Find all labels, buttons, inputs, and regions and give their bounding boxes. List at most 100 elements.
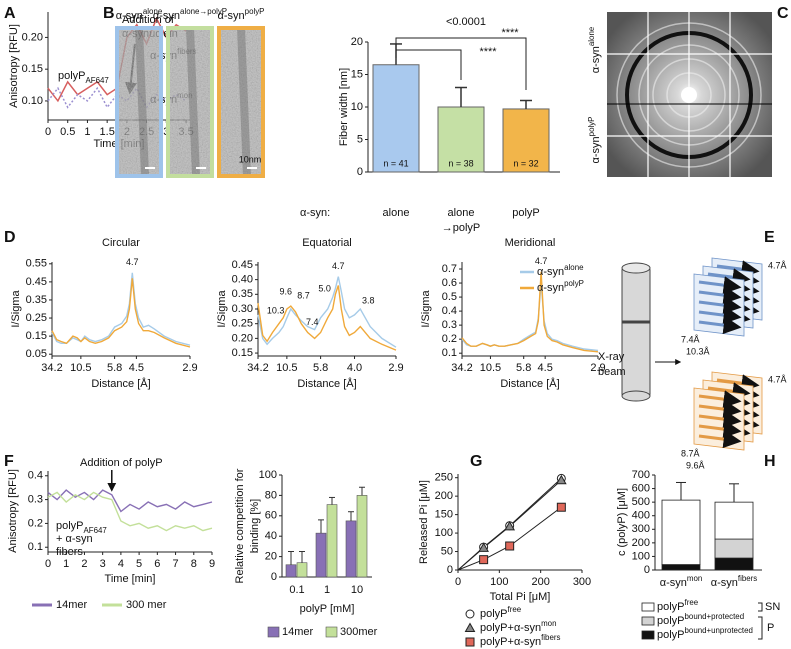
x-axis-label: polyP [mM] [300, 603, 355, 615]
spacing-label: 8.7Å [681, 448, 700, 458]
chart-title: Equatorial [302, 237, 352, 249]
supscript: alone [143, 7, 163, 16]
y-tick-label: 0.4 [442, 305, 457, 317]
text-part: α-syn [711, 577, 738, 589]
x-tick-label: 1 [84, 126, 90, 138]
annotation: polyPAF647 [56, 520, 107, 535]
em-label: α-synpolyP [218, 7, 265, 22]
x-tick-label: 5.8 [313, 362, 328, 374]
x-tick-label: 3 [100, 558, 106, 570]
legend-label: 300mer [340, 626, 378, 638]
y-tick-label: 0.1 [28, 541, 43, 553]
y-tick-label: 100 [259, 469, 277, 481]
n-label: n = 41 [383, 158, 408, 168]
text-part: α-syn [590, 136, 602, 163]
bar [437, 106, 485, 173]
x-tick-label: 8 [191, 558, 197, 570]
y-axis-label: c (polyP) [μM] [616, 488, 628, 556]
supscript: polyP [587, 117, 596, 137]
bar-segment [714, 538, 754, 559]
supscript: bound+protected [685, 612, 745, 621]
bar [356, 495, 368, 578]
diffraction-label: α-synalone [587, 26, 602, 73]
text-part: α-syn [660, 577, 687, 589]
em-shade [117, 28, 161, 176]
y-tick-label: 250 [435, 472, 453, 484]
peak-label: 8.7 [297, 290, 310, 300]
data-line [257, 285, 397, 351]
y-tick-label: 0.35 [26, 294, 47, 306]
x-tick-label: 34.2 [451, 362, 472, 374]
supscript: mon [541, 619, 556, 628]
data-line [47, 86, 187, 109]
y-tick-label: 0.25 [232, 318, 253, 330]
panel-label: G [470, 453, 482, 470]
sig-bracket [395, 49, 462, 80]
legend-bracket [758, 602, 763, 612]
text-part: α-syn [218, 10, 245, 22]
y-tick-label: 150 [435, 509, 453, 521]
text-part: polyP+α-syn [480, 622, 541, 634]
y-axis-label: Released Pi [μM] [418, 480, 430, 564]
marker [465, 637, 475, 647]
strand [698, 296, 742, 315]
y-tick-label: 200 [632, 537, 650, 549]
peak-label: 4.7 [535, 256, 548, 266]
x-tick-label: 9 [209, 558, 215, 570]
bar [296, 562, 308, 578]
peak-label: 5.0 [318, 284, 331, 294]
x-tick-label: 4.5 [538, 362, 553, 374]
strand [698, 410, 742, 429]
fiber [237, 28, 251, 176]
x-axis-label: Distance [Å] [297, 377, 356, 390]
y-axis-label: Anisotropy [RFU] [7, 469, 19, 553]
em-shade [219, 28, 263, 176]
bar-segment [661, 499, 701, 565]
panel-label: D [4, 229, 16, 246]
beam-label: beam [598, 366, 626, 378]
y-tick-label: 0.15 [22, 63, 43, 75]
y-tick-label: 0 [271, 571, 277, 583]
y-tick-label: 0.25 [26, 312, 47, 324]
panel-label: H [764, 453, 776, 470]
fiber [135, 28, 149, 176]
annotation: Addition of [122, 14, 175, 26]
legend-label: polyPbound+protected [657, 612, 744, 627]
bar [285, 564, 297, 578]
x-tick-label: 10.5 [70, 362, 91, 374]
y-tick-label: 0.6 [442, 277, 457, 289]
text-part: polyP [657, 615, 685, 627]
strand [698, 286, 742, 305]
legend-label: 14mer [282, 626, 314, 638]
x-tick-label: 7 [172, 558, 178, 570]
annotation: fibers [56, 546, 83, 558]
data-line [51, 278, 191, 348]
panel-label: C [777, 5, 789, 22]
spacing-label: 9.6Å [686, 460, 705, 470]
y-tick-label: 0.3 [442, 319, 457, 331]
strand [698, 430, 742, 449]
text-part: polyP [58, 70, 86, 82]
em-label: α-synalone [116, 7, 163, 22]
legend-label: α-synpolyP [537, 279, 584, 294]
y-axis-label: I/Sigma [216, 289, 228, 327]
supscript: free [685, 598, 699, 607]
x-tick-label: 4 [118, 558, 124, 570]
peak-label: 7.4 [306, 317, 319, 327]
marker [505, 541, 515, 551]
legend-label: 300 mer [126, 599, 167, 611]
annotation: + α-syn [56, 533, 93, 545]
annotation: Addition of polyP [80, 457, 163, 469]
legend-label: polyP+α-synfibers [480, 633, 560, 648]
y-tick-label: 0 [447, 564, 453, 576]
x-tick-label: α-synmon [660, 574, 703, 589]
data-line [461, 271, 599, 353]
y-tick-label: 40 [265, 530, 277, 542]
x-tick-label: 5.8 [107, 362, 122, 374]
supscript: fibers [738, 574, 757, 583]
supscript: polyP [564, 279, 584, 288]
x-tick-label: 34.2 [247, 362, 268, 374]
y-tick-label: 700 [632, 469, 650, 481]
text-part: α-syn [153, 10, 180, 22]
